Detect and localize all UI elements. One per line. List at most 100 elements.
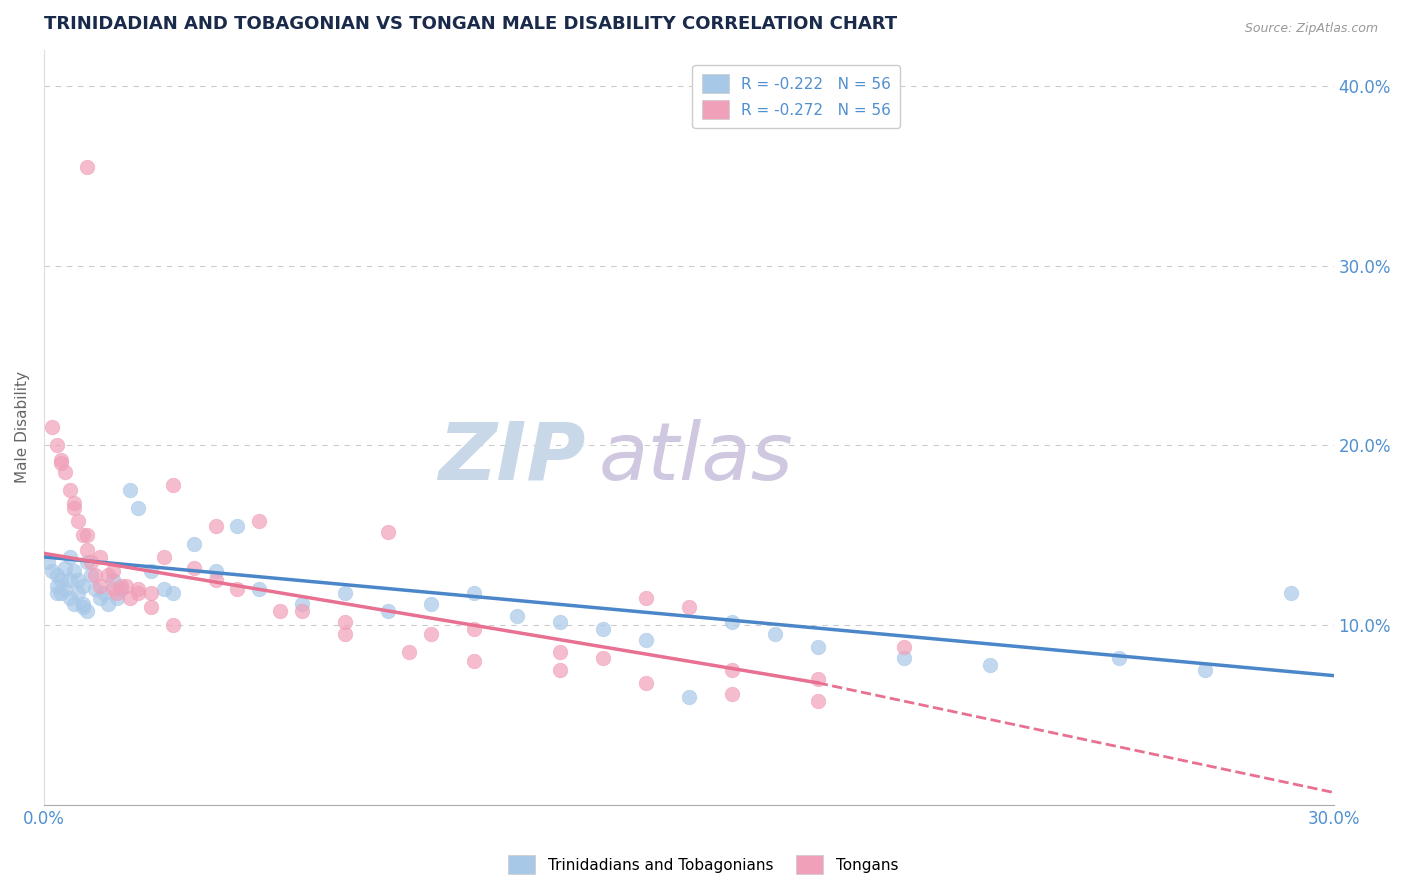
Point <box>419 627 441 641</box>
Point <box>377 604 399 618</box>
Legend: Trinidadians and Tobagonians, Tongans: Trinidadians and Tobagonians, Tongans <box>502 849 904 880</box>
Point <box>80 555 103 569</box>
Point <box>141 564 163 578</box>
Point <box>333 586 356 600</box>
Point <box>127 501 149 516</box>
Point <box>634 632 657 647</box>
Point <box>205 564 228 578</box>
Text: ZIP: ZIP <box>439 418 585 497</box>
Point <box>97 597 120 611</box>
Point <box>55 560 77 574</box>
Point <box>114 579 136 593</box>
Point <box>118 591 141 606</box>
Point <box>118 483 141 498</box>
Point <box>101 574 124 588</box>
Point <box>226 582 249 597</box>
Point <box>45 438 67 452</box>
Point <box>807 672 830 686</box>
Point <box>678 690 700 705</box>
Point <box>377 524 399 539</box>
Text: Source: ZipAtlas.com: Source: ZipAtlas.com <box>1244 22 1378 36</box>
Text: TRINIDADIAN AND TOBAGONIAN VS TONGAN MALE DISABILITY CORRELATION CHART: TRINIDADIAN AND TOBAGONIAN VS TONGAN MAL… <box>44 15 897 33</box>
Point <box>205 574 228 588</box>
Point <box>55 582 77 597</box>
Point <box>205 519 228 533</box>
Point <box>49 452 72 467</box>
Point <box>1194 663 1216 677</box>
Point <box>63 501 86 516</box>
Point <box>45 586 67 600</box>
Point <box>110 582 132 597</box>
Point <box>45 579 67 593</box>
Point <box>72 597 94 611</box>
Point <box>72 600 94 615</box>
Point <box>162 478 184 492</box>
Point <box>1108 650 1130 665</box>
Point <box>592 650 614 665</box>
Point <box>333 627 356 641</box>
Point <box>548 663 571 677</box>
Point <box>89 579 111 593</box>
Point <box>49 586 72 600</box>
Point <box>548 615 571 629</box>
Point <box>979 657 1001 672</box>
Point <box>89 591 111 606</box>
Point <box>162 618 184 632</box>
Point <box>76 555 98 569</box>
Point <box>333 615 356 629</box>
Point <box>291 604 314 618</box>
Point <box>76 604 98 618</box>
Point <box>269 604 291 618</box>
Point <box>110 579 132 593</box>
Point <box>101 582 124 597</box>
Point <box>63 597 86 611</box>
Y-axis label: Male Disability: Male Disability <box>15 371 30 483</box>
Point <box>63 496 86 510</box>
Point <box>67 514 90 528</box>
Point <box>678 600 700 615</box>
Point <box>247 582 270 597</box>
Point <box>59 591 82 606</box>
Point <box>141 586 163 600</box>
Point <box>463 654 485 668</box>
Point <box>893 640 915 654</box>
Point <box>763 627 786 641</box>
Point <box>67 586 90 600</box>
Point <box>105 586 128 600</box>
Point <box>59 483 82 498</box>
Point <box>807 694 830 708</box>
Point <box>49 457 72 471</box>
Point <box>183 537 205 551</box>
Point <box>63 564 86 578</box>
Point <box>506 609 529 624</box>
Point <box>72 579 94 593</box>
Point <box>97 568 120 582</box>
Point <box>76 528 98 542</box>
Point <box>807 640 830 654</box>
Point <box>59 574 82 588</box>
Point <box>634 675 657 690</box>
Point <box>67 574 90 588</box>
Point <box>84 582 107 597</box>
Point <box>45 568 67 582</box>
Point <box>72 528 94 542</box>
Point <box>105 591 128 606</box>
Point <box>49 574 72 588</box>
Point <box>463 586 485 600</box>
Point <box>162 586 184 600</box>
Point <box>93 586 115 600</box>
Point <box>247 514 270 528</box>
Point <box>548 645 571 659</box>
Point <box>1279 586 1302 600</box>
Point <box>592 622 614 636</box>
Point <box>141 600 163 615</box>
Point <box>398 645 420 659</box>
Point <box>76 160 98 174</box>
Point <box>463 622 485 636</box>
Point <box>101 564 124 578</box>
Legend: R = -0.222   N = 56, R = -0.272   N = 56: R = -0.222 N = 56, R = -0.272 N = 56 <box>692 65 900 128</box>
Point <box>153 549 176 564</box>
Point <box>720 615 742 629</box>
Point <box>153 582 176 597</box>
Point <box>720 663 742 677</box>
